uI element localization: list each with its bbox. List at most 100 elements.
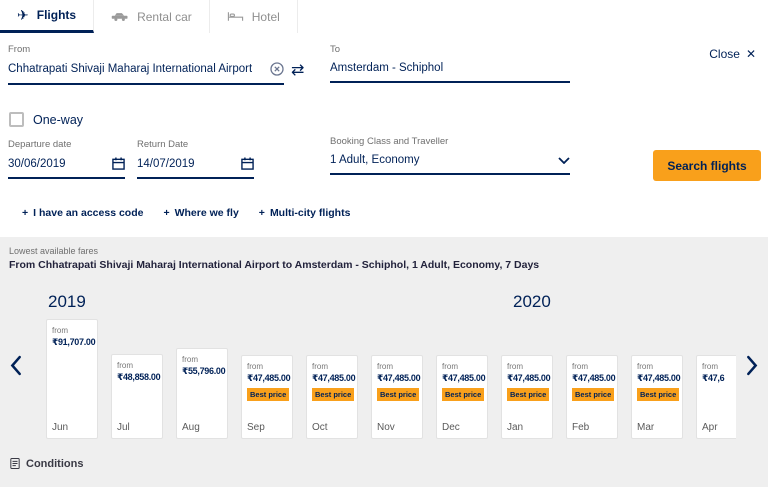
from-value: Chhatrapati Shivaji Maharaj Internationa… [8,63,253,75]
calendar-icon[interactable] [241,157,254,170]
plus-icon: + [22,207,29,219]
fare-price: ₹47,485.00 [312,373,356,383]
fare-price: ₹47,485.00 [377,373,421,383]
search-flights-button[interactable]: Search flights [653,150,761,181]
access-code-link[interactable]: + I have an access code [22,207,143,219]
fare-from-label: from [572,362,588,371]
car-icon [111,11,129,22]
where-we-fly-label: Where we fly [174,207,239,219]
product-tabbar: ✈ Flights Rental car Hotel [0,0,768,33]
fare-card-jun[interactable]: from ₹91,707.00 Jun [46,319,98,439]
fare-price: ₹47,485.00 [572,373,616,383]
best-price-badge: Best price [312,388,355,401]
booking-class-select[interactable]: Booking Class and Traveller 1 Adult, Eco… [330,136,570,175]
fare-month-label: Feb [572,422,590,433]
fare-month-label: Mar [637,422,655,433]
fare-price: ₹55,796.00 [182,366,226,376]
flight-search-form: From Chhatrapati Shivaji Maharaj Interna… [0,33,768,237]
fare-month-label: Jul [117,422,130,433]
fare-from-label: from [507,362,523,371]
close-label: Close [709,47,740,61]
return-date-label: Return Date [137,139,189,150]
fare-month-label: Apr [702,422,718,433]
fare-from-label: from [117,361,133,370]
fare-card-oct[interactable]: from ₹47,485.00 Best price Oct [306,355,358,439]
fare-card-jan[interactable]: from ₹47,485.00 Best price Jan [501,355,553,439]
fare-price: ₹47,6 [702,373,725,383]
fare-price: ₹47,485.00 [637,373,681,383]
fare-strip: from ₹91,707.00 Jun from ₹48,858.00 Jul from ₹5… [46,315,736,439]
swap-icon[interactable]: ⇄ [291,62,305,79]
departure-date-value: 30/06/2019 [8,157,66,170]
fare-month-label: Nov [377,422,395,433]
to-value: Amsterdam - Schiphol [330,62,444,74]
departure-date-field[interactable]: Departure date 30/06/2019 [8,139,125,179]
lowest-fares-section: Lowest available fares From Chhatrapati … [0,237,768,487]
fare-month-label: Dec [442,422,460,433]
best-price-badge: Best price [442,388,485,401]
tab-label: Rental car [137,9,192,24]
multi-city-label: Multi-city flights [269,207,351,219]
booking-class-value: 1 Adult, Economy [330,154,420,166]
fare-card-apr[interactable]: from ₹47,6 Apr [696,355,736,439]
fare-price: ₹91,707.00 [52,337,96,347]
best-price-badge: Best price [247,388,290,401]
fare-from-label: from [182,355,198,364]
fare-card-sep[interactable]: from ₹47,485.00 Best price Sep [241,355,293,439]
multi-city-link[interactable]: + Multi-city flights [259,207,351,219]
return-date-field[interactable]: Return Date 14/07/2019 [137,139,254,179]
where-we-fly-link[interactable]: + Where we fly [163,207,238,219]
calendar-icon[interactable] [112,157,125,170]
fare-card-dec[interactable]: from ₹47,485.00 Best price Dec [436,355,488,439]
year-label-2019: 2019 [48,292,86,311]
conditions-link[interactable]: Conditions [10,457,83,470]
clear-input-icon[interactable] [270,62,284,76]
bed-icon [227,11,244,22]
year-label-2020: 2020 [513,292,551,311]
fare-price: ₹47,485.00 [442,373,486,383]
fare-price: ₹47,485.00 [247,373,291,383]
fare-month-label: Jan [507,422,524,433]
close-button[interactable]: Close ✕ [709,47,756,61]
next-months-button[interactable] [744,353,761,381]
tab-label: Flights [36,8,77,22]
fare-card-jul[interactable]: from ₹48,858.00 Jul [111,354,163,439]
best-price-badge: Best price [572,388,615,401]
to-field[interactable]: To Amsterdam - Schiphol [330,44,570,83]
fare-from-label: from [377,362,393,371]
one-way-checkbox[interactable] [9,112,24,127]
tab-rental-car[interactable]: Rental car [94,0,210,33]
departure-date-label: Departure date [8,139,72,150]
plus-icon: + [163,207,170,219]
fares-subheading: Lowest available fares [9,246,99,256]
conditions-icon [10,457,20,470]
chevron-down-icon [558,156,570,164]
best-price-badge: Best price [637,388,680,401]
fare-strip-viewport: from ₹91,707.00 Jun from ₹48,858.00 Jul from ₹5… [46,315,736,439]
tab-flights[interactable]: ✈ Flights [0,0,95,33]
previous-months-button[interactable] [7,353,24,381]
access-code-label: I have an access code [33,207,144,219]
fare-from-label: from [247,362,263,371]
fare-card-nov[interactable]: from ₹47,485.00 Best price Nov [371,355,423,439]
fare-from-label: from [637,362,653,371]
conditions-label: Conditions [26,457,84,470]
fare-from-label: from [52,326,68,335]
fare-from-label: from [442,362,458,371]
best-price-badge: Best price [507,388,550,401]
fare-card-feb[interactable]: from ₹47,485.00 Best price Feb [566,355,618,439]
fare-from-label: from [702,362,718,371]
fares-heading: From Chhatrapati Shivaji Maharaj Interna… [9,259,540,271]
fare-card-aug[interactable]: from ₹55,796.00 Aug [176,348,228,439]
one-way-option[interactable]: One-way [9,112,83,127]
return-date-value: 14/07/2019 [137,157,195,170]
fare-month-label: Oct [312,422,328,433]
tab-hotel[interactable]: Hotel [210,0,298,33]
tab-label: Hotel [251,9,280,24]
fare-month-label: Jun [52,422,69,433]
plane-icon: ✈ [17,7,29,23]
fare-card-mar[interactable]: from ₹47,485.00 Best price Mar [631,355,683,439]
fare-month-label: Sep [247,422,265,433]
fare-price: ₹48,858.00 [117,372,161,382]
from-field[interactable]: From Chhatrapati Shivaji Maharaj Interna… [8,44,284,85]
